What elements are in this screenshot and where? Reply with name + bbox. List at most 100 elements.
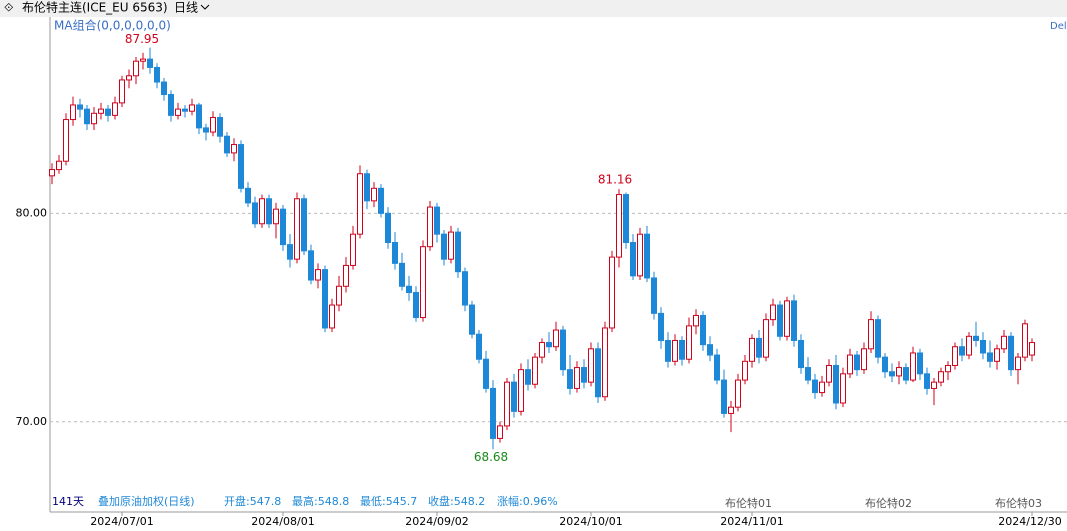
footer-info: 最低:545.7 (360, 495, 417, 508)
candle-body (49, 169, 55, 177)
candle-body (994, 348, 1000, 362)
candle-body (973, 335, 979, 341)
dropdown-arrow[interactable] (200, 4, 210, 10)
candle-body (889, 371, 895, 377)
candle-body (581, 367, 587, 383)
candle-body (147, 58, 153, 68)
candle-body (287, 244, 293, 260)
candle-body (399, 262, 405, 287)
candle-body (812, 379, 818, 394)
candle-body (784, 300, 790, 337)
candle-body (826, 364, 832, 383)
candle-body (896, 367, 902, 377)
candle-body (308, 250, 314, 281)
candle-body (735, 379, 741, 408)
candle-body (189, 104, 195, 112)
candle-body (245, 187, 251, 204)
candle-body (280, 208, 286, 246)
candle-body (483, 358, 489, 389)
candle-body (392, 242, 398, 264)
candle-body (777, 304, 783, 337)
candle-body (98, 108, 104, 114)
candle-body (630, 242, 636, 277)
candle-body (882, 356, 888, 373)
candle-body (133, 60, 139, 77)
footer-info: 141天 (52, 495, 84, 508)
period-selector[interactable]: 日线 (174, 1, 198, 15)
candle-body (875, 319, 881, 358)
candle-body (56, 160, 62, 171)
candle-body (70, 104, 76, 121)
candle-body (539, 342, 545, 358)
candle-body (511, 381, 517, 412)
candle-body (294, 198, 300, 260)
candle-body (1001, 335, 1007, 350)
indicator-label[interactable]: MA组合(0,0,0,0,0,0) (54, 18, 171, 33)
candle-body (301, 198, 307, 252)
candle-body (665, 339, 671, 362)
candle-body (868, 319, 874, 350)
y-tick-label: 70.00 (16, 415, 48, 428)
candle-body (686, 325, 692, 360)
candle-body (840, 373, 846, 404)
candle-body (679, 339, 685, 360)
footer-info: 收盘:548.2 (428, 494, 485, 508)
candle-body (833, 364, 839, 404)
candle-body (945, 364, 951, 373)
candle-body (756, 337, 762, 358)
candle-body (238, 144, 244, 189)
footer-info: 涨幅:0.96% (497, 495, 558, 508)
candle-body (518, 369, 524, 412)
candle-body (553, 329, 559, 348)
candle-body (350, 233, 356, 266)
x-tick-label: 2024/09/02 (405, 515, 468, 528)
candle-body (560, 329, 566, 371)
candle-body (658, 312, 664, 341)
footer-info: 最高:548.8 (292, 494, 349, 508)
candle-body (602, 327, 608, 398)
candle-body (203, 127, 209, 133)
high-annotation: 81.16 (598, 173, 632, 187)
x-tick-label: 2024/07/01 (90, 515, 153, 528)
candle-body (490, 387, 496, 439)
candle-body (546, 342, 552, 348)
candle-body (693, 314, 699, 327)
candle-body (924, 373, 930, 389)
candle-body (861, 348, 867, 371)
candle-body (210, 116, 216, 133)
candle-body (847, 354, 853, 375)
candle-body (455, 231, 461, 273)
candle-body (987, 352, 993, 362)
candle-body (175, 108, 181, 116)
x-tick-label: 2024/11/01 (720, 515, 783, 528)
candle-body (763, 319, 769, 358)
candle-body (427, 206, 433, 248)
candle-body (154, 66, 160, 83)
candle-body (1022, 323, 1028, 358)
toolbar (0, 0, 1067, 17)
candle-body (749, 337, 755, 362)
candle-body (126, 75, 132, 81)
candle-body (819, 381, 825, 394)
candle-body (196, 104, 202, 129)
candle-body (91, 112, 97, 125)
candle-body (910, 352, 916, 381)
candle-body (434, 206, 440, 235)
candle-body (623, 194, 629, 244)
candle-body (651, 277, 657, 314)
candle-body (385, 212, 391, 244)
candle-body (728, 406, 734, 414)
candle-body (266, 198, 272, 225)
candle-body (595, 348, 601, 398)
y-tick-label: 80.00 (16, 206, 48, 219)
candle-body (938, 371, 944, 383)
candle-body (574, 367, 580, 389)
contract-label: 布伦特02 (865, 496, 912, 510)
corner-label[interactable]: Del (1050, 21, 1067, 32)
candle-body (805, 367, 811, 381)
candle-body (119, 79, 125, 104)
footer-info: 开盘:547.8 (224, 494, 281, 508)
candle-body (700, 314, 706, 346)
contract-label: 布伦特03 (995, 496, 1042, 510)
